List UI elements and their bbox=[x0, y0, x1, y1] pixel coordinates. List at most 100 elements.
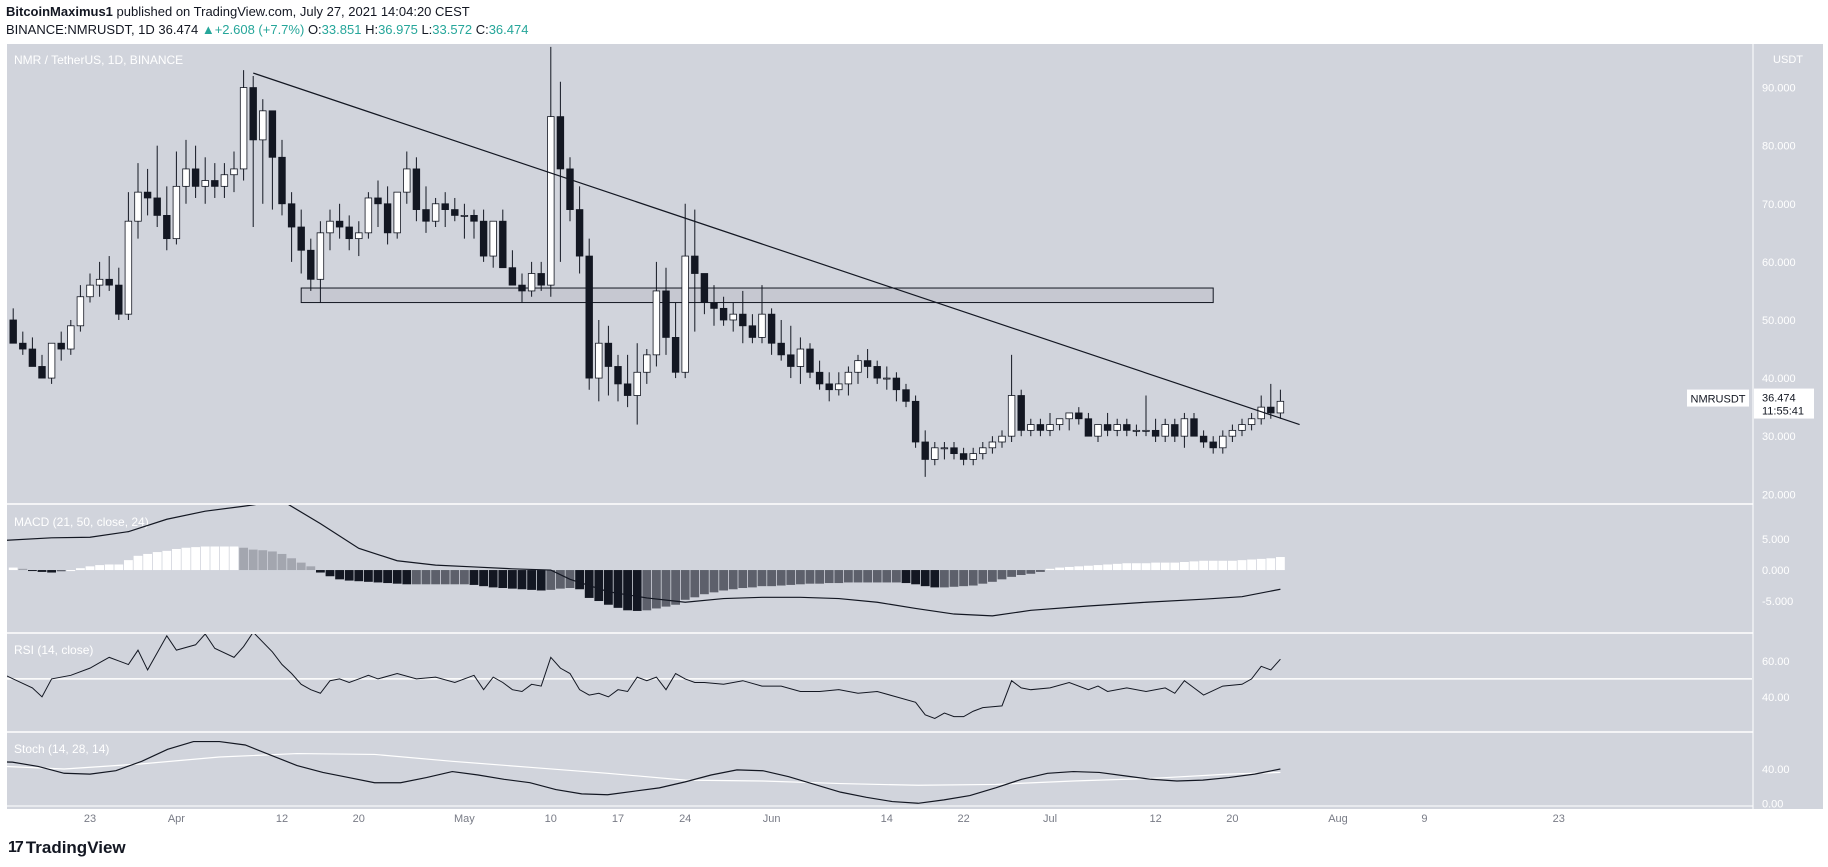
candle-body bbox=[825, 383, 833, 391]
candle-body bbox=[28, 348, 37, 367]
candle-body bbox=[595, 342, 603, 379]
price-pane[interactable]: NMR / TetherUS, 1D, BINANCE NMRUSDT bbox=[9, 46, 1749, 477]
macd-histogram-bar bbox=[220, 546, 229, 571]
last-symbol-tag bbox=[1687, 389, 1749, 407]
macd-histogram-bar bbox=[872, 570, 882, 583]
candle-body bbox=[220, 174, 229, 187]
macd-histogram-bar bbox=[632, 570, 642, 611]
high-value: 36.975 bbox=[378, 22, 418, 37]
macd-histogram-bar bbox=[815, 570, 824, 584]
macd-histogram-bar bbox=[383, 570, 392, 584]
candle-body bbox=[988, 441, 997, 449]
macd-histogram-bar bbox=[258, 550, 268, 571]
candle-body bbox=[67, 325, 75, 350]
macd-histogram-bar bbox=[930, 570, 940, 588]
macd-histogram-bar bbox=[594, 570, 604, 602]
close-label: C: bbox=[475, 22, 489, 37]
macd-histogram-bar bbox=[114, 564, 124, 571]
macd-histogram-bar bbox=[1228, 560, 1237, 571]
macd-histogram-bar bbox=[1064, 566, 1074, 571]
macd-histogram-bar bbox=[776, 570, 786, 586]
candle-body bbox=[95, 278, 104, 286]
macd-histogram-bar bbox=[988, 570, 997, 582]
tradingview-logo: 17 TradingView bbox=[8, 838, 126, 858]
rsi-pane[interactable]: RSI (14, close) bbox=[0, 632, 1752, 719]
macd-histogram-bar bbox=[949, 570, 959, 587]
candle-body bbox=[1171, 424, 1179, 437]
macd-histogram-bar bbox=[354, 570, 364, 582]
candle-body bbox=[681, 255, 689, 373]
axes: USDT90.00080.00070.00060.00050.00040.000… bbox=[7, 44, 1823, 825]
candle-body bbox=[643, 354, 651, 373]
candle-body bbox=[143, 191, 152, 199]
candle-body bbox=[191, 168, 200, 187]
candle-body bbox=[1219, 435, 1227, 449]
time-tick-label: 12 bbox=[276, 813, 288, 825]
macd-pane[interactable]: MACD (21, 50, close, 24) bbox=[0, 501, 1285, 617]
symbol-line: BINANCE:NMRUSDT, 1D 36.474 ▲+2.608 (+7.7… bbox=[6, 22, 528, 37]
candle-body bbox=[969, 453, 977, 460]
candle-body bbox=[729, 313, 737, 321]
candle-body bbox=[1276, 400, 1285, 414]
macd-tick-label: 0.000 bbox=[1762, 565, 1790, 577]
macd-histogram-bar bbox=[575, 570, 584, 590]
time-tick-label: 24 bbox=[679, 813, 691, 825]
macd-histogram-bar bbox=[556, 570, 565, 589]
candle-body bbox=[787, 354, 795, 367]
macd-histogram-bar bbox=[104, 564, 114, 571]
time-tick-label: Apr bbox=[168, 813, 185, 825]
macd-histogram-bar bbox=[1103, 564, 1112, 571]
last-symbol-label: NMRUSDT bbox=[1691, 394, 1746, 406]
macd-histogram-bar bbox=[805, 570, 815, 584]
macd-histogram-bar bbox=[268, 551, 277, 571]
candle-body bbox=[479, 220, 488, 257]
candle-body bbox=[355, 232, 363, 240]
candle-body bbox=[1075, 412, 1083, 420]
candle-body bbox=[556, 116, 565, 170]
publish-info: published on TradingView.com, July 27, 2… bbox=[116, 4, 470, 19]
high-label: H: bbox=[365, 22, 379, 37]
candle-body bbox=[614, 366, 622, 385]
macd-histogram-bar bbox=[344, 570, 354, 581]
stoch-pane[interactable]: Stoch (14, 28, 14) bbox=[0, 740, 1281, 804]
candle-body bbox=[316, 232, 325, 280]
candle-body bbox=[1007, 395, 1016, 437]
candle-body bbox=[873, 366, 881, 379]
price-tick-label: 60.000 bbox=[1762, 257, 1796, 269]
candle-body bbox=[815, 371, 824, 385]
macd-histogram-bar bbox=[1208, 560, 1218, 571]
candle-body bbox=[1228, 429, 1237, 437]
macd-histogram-bar bbox=[1189, 561, 1199, 571]
macd-histogram-bar bbox=[498, 570, 508, 589]
macd-histogram-bar bbox=[767, 570, 776, 587]
last-price-tag bbox=[1754, 388, 1814, 419]
candle-body bbox=[719, 307, 728, 321]
macd-histogram-bar bbox=[642, 570, 652, 611]
macd-histogram-bar bbox=[1199, 560, 1208, 571]
candle-body bbox=[806, 348, 814, 373]
macd-histogram-bar bbox=[940, 570, 949, 588]
time-tick-label: 10 bbox=[545, 813, 557, 825]
candle-body bbox=[499, 220, 507, 269]
macd-histogram-bar bbox=[671, 570, 680, 605]
candle-body bbox=[1180, 418, 1189, 437]
macd-histogram-bar bbox=[623, 570, 632, 611]
time-tick-label: 23 bbox=[1553, 813, 1565, 825]
candle-body bbox=[700, 273, 709, 303]
candle-body bbox=[1017, 395, 1025, 431]
candle-body bbox=[134, 191, 142, 222]
candle-body bbox=[249, 87, 257, 141]
countdown-label: 11:55:41 bbox=[1762, 406, 1804, 418]
macd-histogram-bar bbox=[508, 570, 517, 589]
macd-histogram-bar bbox=[56, 570, 66, 572]
stoch-d-line bbox=[7, 752, 1281, 786]
macd-histogram-bar bbox=[882, 570, 892, 583]
candle-body bbox=[451, 209, 459, 216]
price-tick-label: 80.000 bbox=[1762, 141, 1796, 153]
close-value: 36.474 bbox=[488, 22, 529, 37]
macd-pane-title: MACD (21, 50, close, 24) bbox=[14, 515, 149, 529]
price-axis-bg bbox=[1753, 44, 1823, 809]
candle-body bbox=[431, 203, 440, 222]
rsi-pane-title: RSI (14, close) bbox=[14, 643, 93, 657]
